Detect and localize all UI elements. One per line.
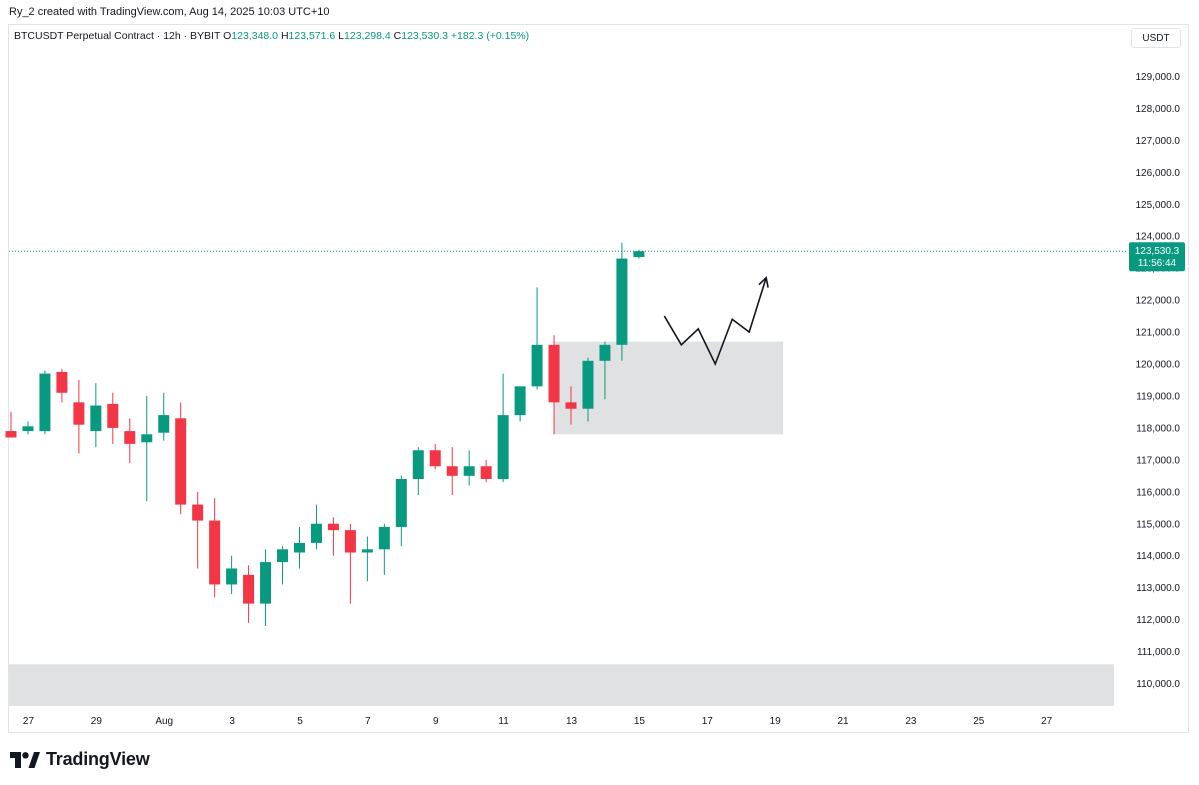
y-tick-label: 118,000.0 — [1136, 423, 1180, 434]
legend-close: 123,530.3 — [401, 30, 448, 42]
y-tick-label: 121,000.0 — [1136, 328, 1181, 339]
candle-body — [344, 530, 356, 553]
legend-low-label: L — [338, 30, 345, 42]
y-tick-label: 113,000.0 — [1136, 583, 1180, 594]
candle-body — [90, 405, 102, 432]
y-tick-label: 128,000.0 — [1136, 104, 1181, 115]
candle-body — [429, 450, 441, 467]
legend-open: 123,348.0 — [231, 30, 279, 42]
zone-rect — [9, 664, 1115, 706]
tradingview-logo-text: TradingView — [46, 749, 150, 769]
candle-body — [463, 466, 475, 476]
legend-close-label: C — [393, 30, 402, 42]
candle-body — [412, 450, 424, 480]
candle-body — [39, 373, 51, 432]
candle-body — [599, 344, 611, 361]
candle-body — [209, 520, 221, 585]
chart-frame[interactable] — [8, 24, 1189, 733]
last-price-countdown: 11:56:44 — [1138, 258, 1177, 269]
candle-body — [107, 403, 119, 428]
candle-body — [548, 344, 560, 403]
legend-symbol: BTCUSDT Perpetual Contract · 12h · BYBIT — [14, 30, 221, 42]
candle-body — [124, 431, 136, 444]
candle-body — [22, 426, 34, 432]
price-unit-label: USDT — [1142, 32, 1170, 44]
x-tick-label: Aug — [155, 716, 173, 727]
x-tick-label: 29 — [91, 716, 103, 727]
legend-change: +182.3 (+0.15%) — [450, 30, 530, 42]
candle-body — [480, 466, 492, 480]
x-tick-label: 27 — [1041, 716, 1053, 727]
legend-high: 123,571.6 — [288, 30, 336, 42]
x-tick-label: 23 — [905, 716, 917, 727]
x-tick-label: 11 — [498, 716, 509, 727]
candle-body — [531, 344, 543, 387]
y-tick-label: 111,000.0 — [1137, 647, 1180, 658]
x-tick-label: 27 — [23, 716, 35, 727]
candle-body — [616, 258, 628, 345]
candle-body — [293, 542, 305, 553]
tradingview-logo: TradingView — [10, 749, 150, 770]
candle-body — [395, 479, 407, 527]
candle-body — [310, 523, 322, 543]
x-tick-label: 15 — [634, 716, 646, 727]
price-unit-button[interactable]: USDT — [1131, 28, 1181, 48]
x-tick-label: 9 — [433, 716, 439, 727]
legend-low: 123,298.4 — [344, 30, 391, 42]
y-tick-label: 129,000.0 — [1136, 72, 1181, 83]
y-tick-label: 117,000.0 — [1136, 455, 1180, 466]
y-tick-label: 112,000.0 — [1136, 615, 1180, 626]
projection-path — [663, 277, 767, 367]
y-tick-label: 120,000.0 — [1136, 360, 1181, 371]
candle-body — [158, 415, 170, 433]
candle-body — [446, 466, 458, 476]
y-tick-label: 126,000.0 — [1136, 168, 1181, 179]
y-tick-label: 115,000.0 — [1136, 519, 1180, 530]
last-price-badge — [1129, 242, 1185, 272]
x-tick-label: 17 — [702, 716, 714, 727]
legend-open-label: O — [223, 30, 232, 42]
legend-high-label: H — [280, 30, 289, 42]
y-tick-label: 119,000.0 — [1136, 391, 1180, 402]
candle-body — [175, 418, 187, 505]
x-tick-label: 7 — [365, 716, 371, 727]
tradingview-logo-icon — [10, 751, 40, 768]
x-tick-label: 25 — [973, 716, 985, 727]
candle-body — [192, 504, 204, 521]
candle-body — [514, 386, 526, 416]
candle-body — [73, 402, 85, 425]
y-tick-label: 110,000.0 — [1136, 679, 1180, 690]
symbol-legend: BTCUSDT Perpetual Contract · 12h · BYBIT… — [14, 30, 529, 42]
candle-body — [243, 574, 255, 604]
x-tick-label: 3 — [229, 716, 235, 727]
candle-body — [633, 251, 645, 258]
y-tick-label: 114,000.0 — [1136, 551, 1180, 562]
candle-body — [260, 562, 272, 604]
candle-body — [497, 415, 509, 480]
y-tick-label: 122,000.0 — [1136, 296, 1181, 307]
x-tick-label: 13 — [566, 716, 578, 727]
candle-body — [56, 371, 68, 393]
candle-body — [361, 549, 373, 553]
candle-body — [141, 434, 153, 443]
candle-body — [565, 402, 577, 409]
y-tick-label: 124,000.0 — [1136, 232, 1181, 243]
last-price-value: 123,530.3 — [1135, 246, 1180, 257]
x-tick-label: 19 — [770, 716, 782, 727]
candle-body — [5, 431, 17, 438]
x-tick-label: 5 — [297, 716, 303, 727]
y-tick-label: 127,000.0 — [1136, 136, 1181, 147]
y-tick-label: 125,000.0 — [1136, 200, 1181, 211]
candle-body — [378, 526, 390, 550]
candle-body — [277, 549, 289, 563]
candle-body — [327, 523, 339, 531]
candle-body — [226, 568, 238, 585]
x-tick-label: 21 — [837, 716, 849, 727]
y-tick-label: 116,000.0 — [1136, 487, 1180, 498]
candle-body — [582, 360, 594, 409]
projection-arrowhead — [758, 276, 769, 288]
chart-caption: Ry_2 created with TradingView.com, Aug 1… — [9, 6, 330, 18]
